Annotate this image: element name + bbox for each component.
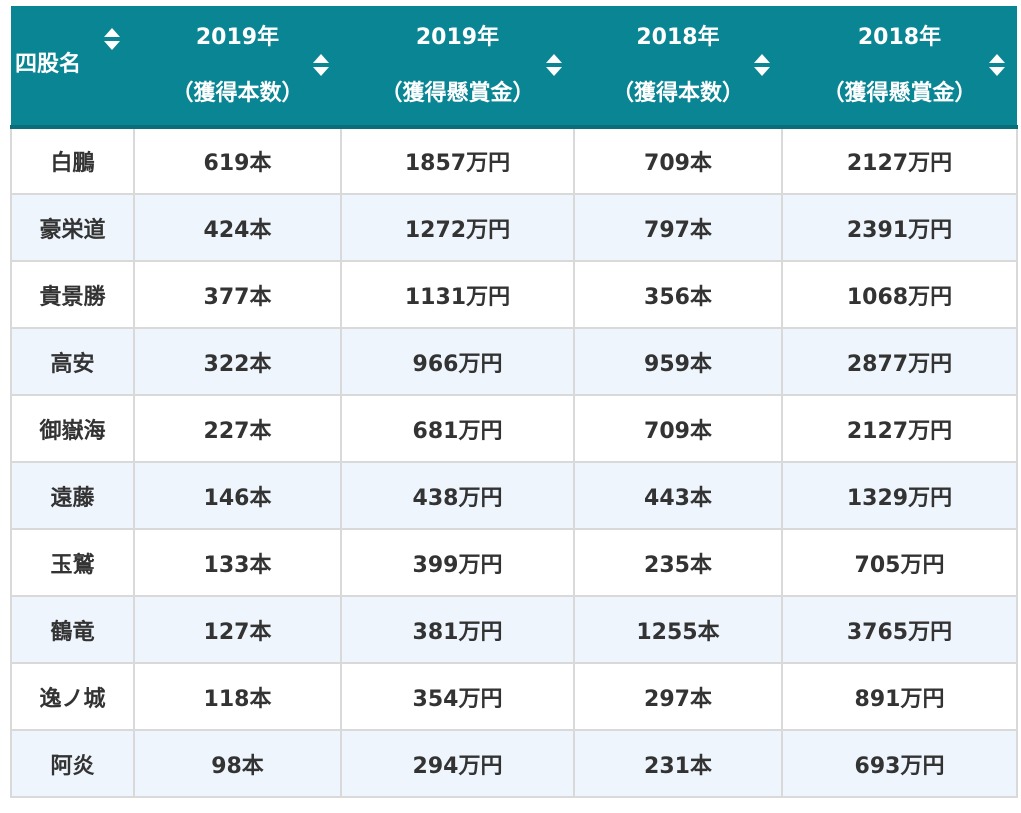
cell-2019-prize: 381万円 — [340, 595, 575, 664]
column-header-2019-prize[interactable]: 2019年 （獲得懸賞金） — [341, 6, 574, 129]
cell-2019-count: 133本 — [133, 528, 342, 597]
cell-2019-count: 322本 — [133, 327, 342, 396]
column-header-label: 四股名 — [15, 52, 82, 77]
cell-shikona: 遠藤 — [10, 461, 135, 530]
table-row: 玉鷲 133本 399万円 235本 705万円 — [10, 528, 1018, 597]
cell-2019-prize: 681万円 — [340, 394, 575, 463]
column-header-2019-count[interactable]: 2019年 （獲得本数） — [134, 6, 341, 129]
cell-shikona: 高安 — [10, 327, 135, 396]
table-row: 高安 322本 966万円 959本 2877万円 — [10, 327, 1018, 396]
sort-icon[interactable] — [104, 28, 120, 52]
cell-shikona: 阿炎 — [10, 729, 135, 798]
cell-2019-count: 118本 — [133, 662, 342, 731]
table-row: 豪栄道 424本 1272万円 797本 2391万円 — [10, 193, 1018, 262]
cell-2018-count: 443本 — [573, 461, 783, 530]
column-header-2018-count[interactable]: 2018年 （獲得本数） — [574, 6, 782, 129]
table-row: 貴景勝 377本 1131万円 356本 1068万円 — [10, 260, 1018, 329]
cell-2019-prize: 438万円 — [340, 461, 575, 530]
cell-2019-prize: 966万円 — [340, 327, 575, 396]
cell-2019-prize: 1272万円 — [340, 193, 575, 262]
cell-2018-count: 235本 — [573, 528, 783, 597]
cell-2018-prize: 1068万円 — [781, 260, 1018, 329]
cell-2018-prize: 2127万円 — [781, 394, 1018, 463]
column-header-year: 2019年 — [415, 24, 500, 50]
sort-icon[interactable] — [546, 54, 562, 78]
cell-2018-count: 231本 — [573, 729, 783, 798]
cell-2019-prize: 1857万円 — [340, 126, 575, 195]
cell-2018-prize: 2127万円 — [781, 126, 1018, 195]
cell-2019-count: 146本 — [133, 461, 342, 530]
cell-shikona: 貴景勝 — [10, 260, 135, 329]
table-row: 御嶽海 227本 681万円 709本 2127万円 — [10, 394, 1018, 463]
table-header: 四股名 2019年 （獲得本数） 2019年 （獲得懸賞金） 2018年 （獲得… — [11, 6, 1017, 129]
column-header-label: （獲得本数） — [611, 80, 744, 106]
cell-shikona: 白鵬 — [10, 126, 135, 195]
cell-shikona: 御嶽海 — [10, 394, 135, 463]
cell-2018-prize: 705万円 — [781, 528, 1018, 597]
cell-2019-count: 424本 — [133, 193, 342, 262]
column-header-label: （獲得本数） — [171, 80, 304, 106]
cell-2019-count: 377本 — [133, 260, 342, 329]
cell-2019-prize: 399万円 — [340, 528, 575, 597]
table-row: 白鵬 619本 1857万円 709本 2127万円 — [10, 126, 1018, 195]
cell-2018-count: 709本 — [573, 126, 783, 195]
header-row: 四股名 2019年 （獲得本数） 2019年 （獲得懸賞金） 2018年 （獲得… — [11, 6, 1017, 129]
cell-2019-count: 619本 — [133, 126, 342, 195]
sort-icon[interactable] — [989, 54, 1005, 78]
sort-icon[interactable] — [754, 54, 770, 78]
cell-2018-prize: 2877万円 — [781, 327, 1018, 396]
cell-2019-count: 127本 — [133, 595, 342, 664]
cell-2018-prize: 1329万円 — [781, 461, 1018, 530]
cell-shikona: 逸ノ城 — [10, 662, 135, 731]
cell-2018-prize: 3765万円 — [781, 595, 1018, 664]
column-header-label: （獲得懸賞金） — [822, 80, 977, 106]
cell-2018-prize: 2391万円 — [781, 193, 1018, 262]
sort-icon[interactable] — [313, 54, 329, 78]
cell-2018-count: 356本 — [573, 260, 783, 329]
table-row: 阿炎 98本 294万円 231本 693万円 — [10, 729, 1018, 798]
cell-2018-count: 709本 — [573, 394, 783, 463]
column-header-2018-prize[interactable]: 2018年 （獲得懸賞金） — [782, 6, 1017, 129]
cell-2018-count: 297本 — [573, 662, 783, 731]
column-header-shikona[interactable]: 四股名 — [11, 6, 134, 129]
cell-2018-count: 959本 — [573, 327, 783, 396]
cell-2018-count: 797本 — [573, 193, 783, 262]
cell-2018-prize: 891万円 — [781, 662, 1018, 731]
cell-2019-count: 227本 — [133, 394, 342, 463]
cell-2018-count: 1255本 — [573, 595, 783, 664]
kensho-table: 四股名 2019年 （獲得本数） 2019年 （獲得懸賞金） 2018年 （獲得… — [10, 6, 1018, 798]
cell-2019-prize: 1131万円 — [340, 260, 575, 329]
table-row: 鶴竜 127本 381万円 1255本 3765万円 — [10, 595, 1018, 664]
table-container: 四股名 2019年 （獲得本数） 2019年 （獲得懸賞金） 2018年 （獲得… — [10, 6, 1018, 798]
table-row: 遠藤 146本 438万円 443本 1329万円 — [10, 461, 1018, 530]
cell-2018-prize: 693万円 — [781, 729, 1018, 798]
cell-2019-prize: 354万円 — [340, 662, 575, 731]
column-header-year: 2018年 — [636, 24, 720, 50]
column-header-label: （獲得懸賞金） — [380, 80, 535, 106]
cell-2019-count: 98本 — [133, 729, 342, 798]
column-header-year: 2018年 — [857, 24, 942, 50]
column-header-year: 2019年 — [195, 24, 280, 50]
cell-shikona: 豪栄道 — [10, 193, 135, 262]
table-row: 逸ノ城 118本 354万円 297本 891万円 — [10, 662, 1018, 731]
cell-shikona: 玉鷲 — [10, 528, 135, 597]
cell-shikona: 鶴竜 — [10, 595, 135, 664]
cell-2019-prize: 294万円 — [340, 729, 575, 798]
table-body: 白鵬 619本 1857万円 709本 2127万円 豪栄道 424本 1272… — [10, 126, 1018, 798]
